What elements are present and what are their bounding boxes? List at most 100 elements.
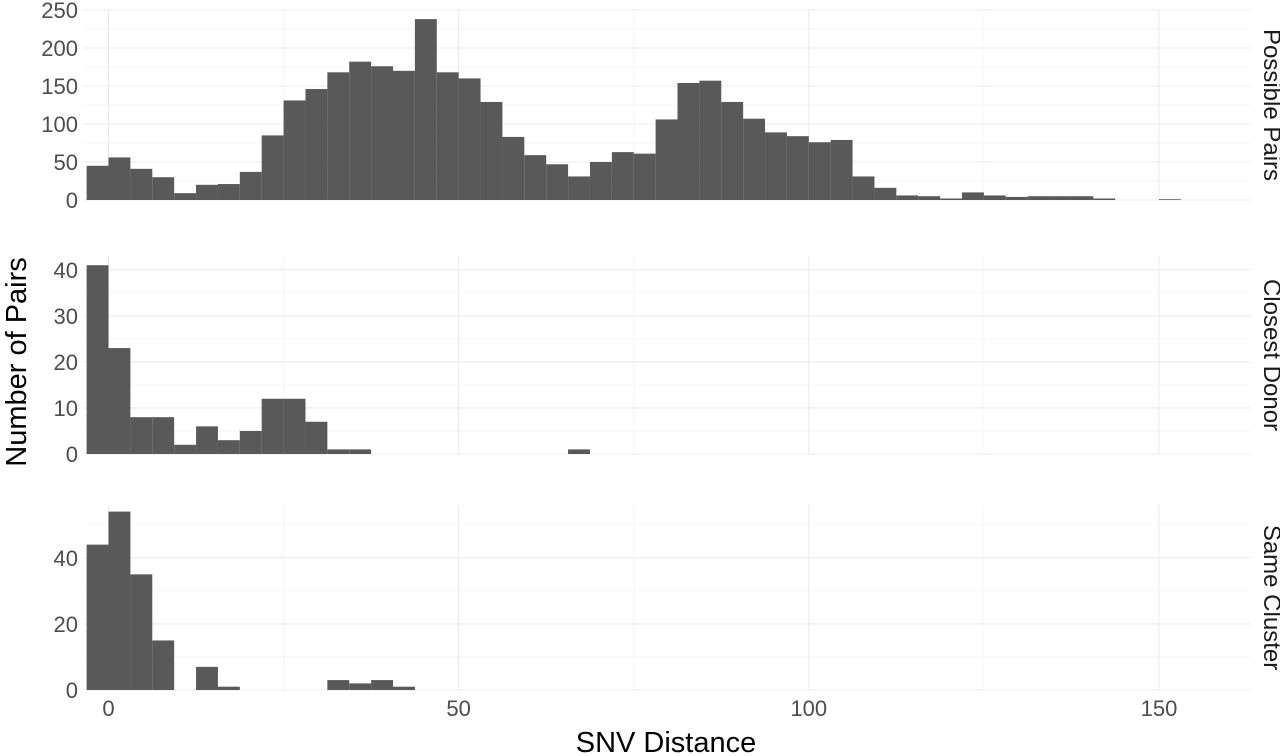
histogram-bar [239,171,262,200]
y-tick-label: 250 [41,0,78,23]
histogram-bar [699,80,722,200]
y-tick-label: 20 [54,612,78,637]
y-tick-label: 10 [54,396,78,421]
histogram-bar [1158,199,1181,200]
histogram-bar [830,139,853,200]
facet-strip-label: Same Cluster [1258,525,1280,670]
y-axis-title: Number of Pairs [1,257,33,467]
histogram-bar [568,176,590,200]
histogram-bar [152,640,175,690]
histogram-bar [305,89,328,200]
histogram-bar [546,164,569,200]
histogram-bar [108,511,131,690]
histogram-bar [589,162,612,200]
y-tick-label: 200 [41,36,78,61]
histogram-bar [896,195,919,200]
panel-3: 0 20 40 Same Cluster [54,505,1280,703]
x-tick-label: 0 [102,696,114,721]
histogram-bar [152,177,175,200]
histogram-bar [283,398,306,454]
histogram-bar [414,19,437,201]
y-tick-label: 0 [66,678,78,703]
histogram-bar [633,153,656,200]
x-tick-label: 150 [1141,696,1178,721]
y-tick-label: 100 [41,112,78,137]
histogram-bar [611,152,634,200]
y-tick-label: 150 [41,74,78,99]
x-tick-label: 50 [446,696,470,721]
histogram-bar [305,421,328,454]
y-tick-label: 0 [66,188,78,213]
y-tick-label: 40 [54,258,78,283]
y-tick-label: 0 [66,442,78,467]
x-axis-title: SNV Distance [576,727,757,756]
histogram-bar [677,82,700,200]
histogram-bar [524,155,547,200]
histogram-bar [130,574,153,690]
histogram-bar [130,168,153,200]
histogram-bar [1005,196,1028,200]
histogram-bar [371,680,394,690]
histogram-bar [1071,196,1094,200]
histogram-bar [174,444,197,454]
histogram-bar [196,426,218,454]
histogram-bar [86,544,109,690]
histogram-bar [371,66,394,201]
histogram-bar [327,449,350,454]
histogram-bar [874,187,897,200]
histogram-bar [655,119,678,200]
histogram-bar [765,132,787,200]
histogram-bar [786,136,809,200]
histogram-bar [983,195,1006,200]
histogram-bar [568,449,590,454]
histogram-bar [393,70,415,200]
histogram-bar [217,686,240,690]
histogram-bar [458,78,481,200]
y-tick-label: 50 [54,150,78,175]
histogram-bar [1027,196,1050,200]
histogram-bar [327,72,350,200]
panel-1: 0 50 100 150 200 250 Possible Pairs [41,0,1280,213]
histogram-bar [174,193,197,200]
histogram-bar [502,136,525,200]
histogram-bar [217,184,240,200]
histogram-bar [1093,198,1116,200]
panel-2: 0 10 20 30 40 Closest Donor [54,256,1280,467]
histogram-bar [918,196,941,200]
histogram-bar [436,72,459,200]
histogram-bar [283,100,306,200]
histogram-bar [852,176,875,200]
histogram-bar [480,101,503,200]
histogram-bar [196,184,218,200]
histogram-bar [239,430,262,454]
histogram-bar [217,440,240,454]
histogram-bar [1049,196,1072,200]
histogram-bar [261,135,284,200]
histogram-bar [808,142,831,200]
histogram-bar [108,157,131,200]
x-tick-label: 100 [790,696,827,721]
histogram-bar [261,398,284,454]
histogram-bar [327,680,350,690]
y-tick-label: 30 [54,304,78,329]
x-axis-ticks: 0 50 100 150 [102,696,1177,721]
histogram-bar [196,666,218,690]
histogram-bar [743,118,766,200]
facet-strip-label: Closest Donor [1258,279,1280,431]
histogram-bar [962,192,984,200]
histogram-bar [940,198,963,200]
histogram-bar [152,417,175,454]
histogram-bar [721,101,744,200]
histogram-bar [86,265,109,454]
histogram-bar [349,61,372,201]
histogram-bar [349,449,372,454]
histogram-bar [393,686,415,690]
histogram-bar [108,348,131,454]
facet-strip-label: Possible Pairs [1258,29,1280,181]
y-tick-label: 40 [54,546,78,571]
histogram-bar [130,417,153,454]
y-tick-label: 20 [54,350,78,375]
histogram-bar [86,165,109,200]
